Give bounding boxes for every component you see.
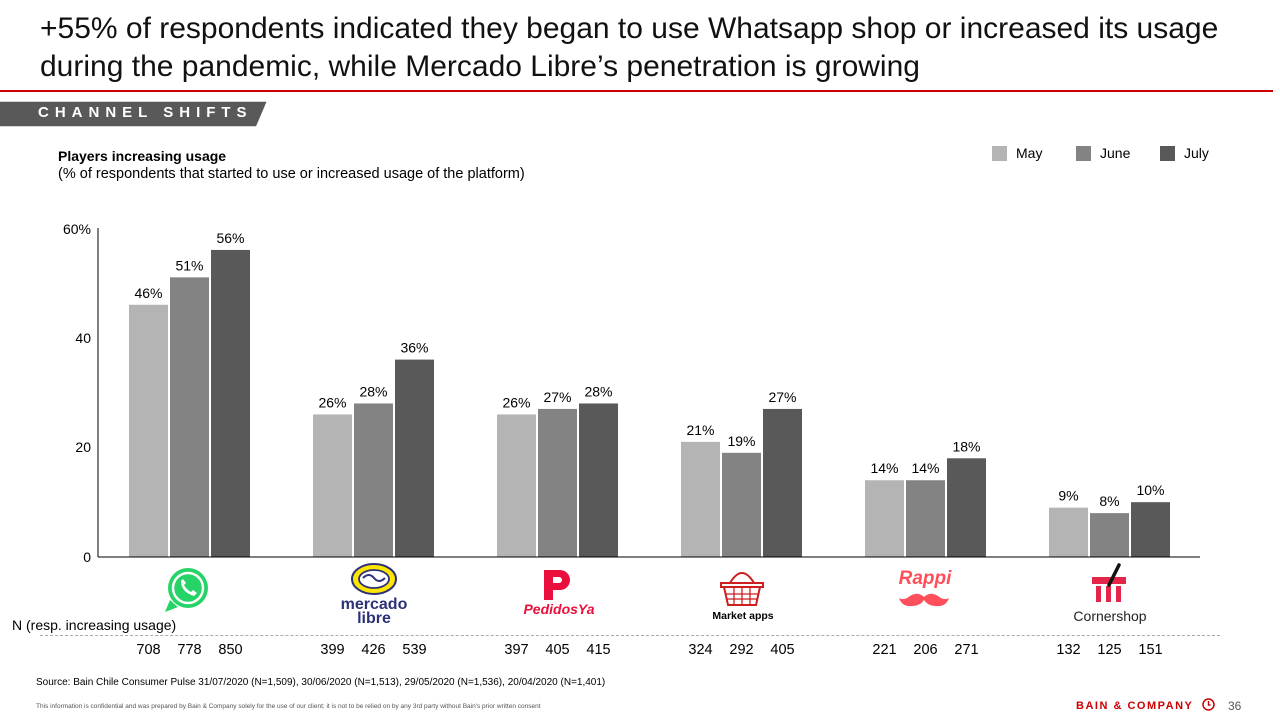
legend-label-may: May bbox=[1016, 145, 1043, 161]
bar-july-4 bbox=[763, 408, 802, 557]
bar-july-1 bbox=[211, 249, 250, 557]
data-label: 46% bbox=[134, 285, 162, 301]
bar-june-5 bbox=[906, 480, 945, 557]
source-note: Source: Bain Chile Consumer Pulse 31/07/… bbox=[36, 677, 606, 688]
data-label: 27% bbox=[768, 389, 796, 405]
respondent-count: 132 bbox=[1056, 642, 1081, 658]
legend-swatch-june bbox=[1076, 146, 1091, 161]
bar-june-6 bbox=[1090, 513, 1129, 557]
respondent-count: 708 bbox=[136, 642, 161, 658]
data-label: 51% bbox=[175, 257, 203, 273]
bar-may-6 bbox=[1049, 507, 1088, 557]
respondent-count: 292 bbox=[729, 642, 754, 658]
bar-june-3 bbox=[538, 408, 577, 557]
legend-label-july: July bbox=[1184, 145, 1209, 161]
mustache-icon bbox=[899, 593, 949, 607]
respondent-count: 324 bbox=[688, 642, 713, 658]
pedidosya-icon bbox=[544, 570, 570, 600]
data-label: 26% bbox=[502, 394, 530, 410]
bain-circle-icon bbox=[1201, 698, 1215, 711]
whatsapp-icon bbox=[165, 568, 208, 612]
y-tick-label: 60% bbox=[62, 221, 91, 237]
respondent-count: 405 bbox=[770, 642, 795, 658]
respondent-count: 415 bbox=[586, 642, 611, 658]
y-tick-label: 40 bbox=[75, 330, 91, 346]
bar-may-5 bbox=[865, 480, 904, 557]
section-label: CHANNEL SHIFTS bbox=[38, 104, 253, 121]
data-label: 9% bbox=[1058, 488, 1078, 504]
chart-title: Players increasing usage bbox=[58, 148, 227, 164]
bar-may-3 bbox=[497, 414, 536, 557]
respondent-count: 405 bbox=[545, 642, 570, 658]
legend-swatch-may bbox=[992, 146, 1007, 161]
data-label: 56% bbox=[216, 230, 244, 246]
respondents-divider bbox=[40, 635, 1220, 636]
bar-june-1 bbox=[170, 277, 209, 557]
y-tick-label: 0 bbox=[83, 549, 91, 565]
bar-july-6 bbox=[1131, 502, 1170, 557]
logo-text-mercado: mercado bbox=[340, 596, 408, 613]
bar-june-4 bbox=[722, 452, 761, 557]
respondent-count: 125 bbox=[1097, 642, 1122, 658]
data-label: 8% bbox=[1099, 493, 1119, 509]
shopping-basket-icon bbox=[720, 572, 764, 606]
data-label: 28% bbox=[584, 383, 612, 399]
legend-label-june: June bbox=[1100, 145, 1131, 161]
respondent-count: 399 bbox=[320, 642, 345, 658]
market-apps-label: Market apps bbox=[712, 610, 774, 622]
respondent-count: 206 bbox=[913, 642, 938, 658]
logo-text-libre: libre bbox=[357, 610, 391, 627]
section-tab bbox=[0, 101, 267, 127]
slide-title: +55% of respondents indicated they began… bbox=[40, 12, 1219, 83]
rappi-logo: Rappi bbox=[898, 568, 952, 589]
bar-may-1 bbox=[129, 304, 168, 557]
data-label: 27% bbox=[543, 389, 571, 405]
title-divider bbox=[0, 90, 1273, 92]
bar-july-5 bbox=[947, 458, 986, 557]
page-number: 36 bbox=[1228, 699, 1242, 713]
data-label: 26% bbox=[318, 394, 346, 410]
respondent-count: 221 bbox=[872, 642, 897, 658]
y-tick-label: 20 bbox=[75, 439, 91, 455]
legend-swatch-july bbox=[1160, 146, 1175, 161]
bar-june-2 bbox=[354, 403, 393, 557]
respondent-count: 850 bbox=[218, 642, 243, 658]
respondent-count: 151 bbox=[1138, 642, 1163, 658]
respondent-count: 271 bbox=[954, 642, 979, 658]
data-label: 21% bbox=[686, 422, 714, 438]
respondent-count: 778 bbox=[177, 642, 202, 658]
data-label: 36% bbox=[400, 340, 428, 356]
data-label: 14% bbox=[870, 460, 898, 476]
bar-july-3 bbox=[579, 403, 618, 557]
mercado-libre-icon bbox=[351, 563, 397, 595]
cornershop-logo: Cornershop bbox=[1073, 608, 1147, 624]
data-label: 10% bbox=[1136, 482, 1164, 498]
bar-july-2 bbox=[395, 359, 434, 557]
bar-may-4 bbox=[681, 441, 720, 557]
bain-logo: BAIN & COMPANY bbox=[1076, 698, 1215, 712]
data-label: 28% bbox=[359, 383, 387, 399]
respondents-caption: N (resp. increasing usage) bbox=[12, 617, 177, 633]
bar-may-2 bbox=[313, 414, 352, 557]
data-label: 19% bbox=[727, 433, 755, 449]
respondent-count: 397 bbox=[504, 642, 529, 658]
brand-text: BAIN & COMPANY bbox=[1076, 700, 1194, 712]
mercado-libre-logo: mercado libre bbox=[334, 596, 414, 627]
respondent-count: 539 bbox=[402, 642, 427, 658]
data-label: 14% bbox=[911, 460, 939, 476]
respondent-count: 426 bbox=[361, 642, 386, 658]
cornershop-icon bbox=[1092, 563, 1126, 602]
data-label: 18% bbox=[952, 438, 980, 454]
chart-subtitle: (% of respondents that started to use or… bbox=[58, 166, 525, 182]
confidentiality-note: This information is confidential and was… bbox=[36, 703, 541, 710]
pedidosya-logo: PedidosYa bbox=[523, 601, 595, 617]
